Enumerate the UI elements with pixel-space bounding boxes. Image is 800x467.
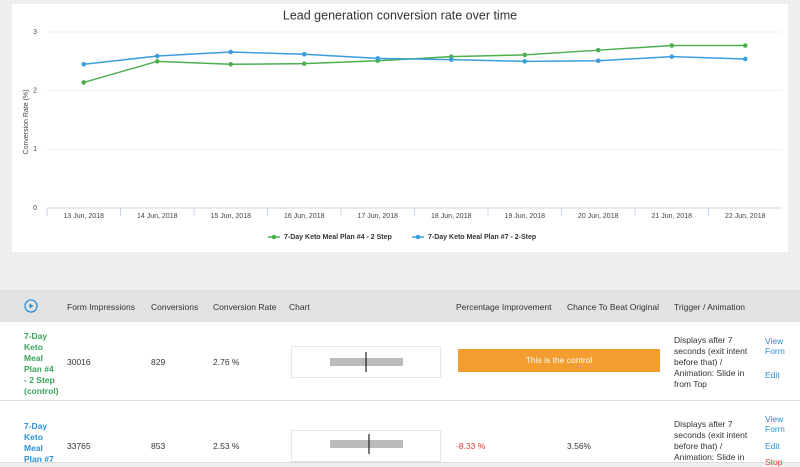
view-form-link[interactable]: View Form xyxy=(765,414,785,434)
header-cell: Percentage Improvement xyxy=(456,302,552,312)
header-cell: Trigger / Animation xyxy=(674,302,746,312)
control-badge: This is the control xyxy=(458,349,660,372)
data-point xyxy=(448,57,454,62)
legend-marker xyxy=(415,234,421,240)
header-cell: Form Impressions xyxy=(67,302,136,312)
x-tick-label: 13 Jun, 2018 xyxy=(64,213,105,220)
cell: 33765 xyxy=(67,441,91,451)
data-point xyxy=(595,58,601,64)
y-tick-label: 0 xyxy=(33,205,37,212)
x-tick-label: 20 Jun, 2018 xyxy=(578,213,619,220)
data-point xyxy=(375,56,381,61)
x-tick-label: 22 Jun, 2018 xyxy=(725,213,766,220)
cell: 2.76 % xyxy=(213,357,240,367)
cell: 829 xyxy=(151,357,166,367)
trigger-text: Displays after 7 seconds (exit intent be… xyxy=(674,335,748,389)
data-point xyxy=(301,51,307,57)
data-point xyxy=(228,49,234,55)
table-row: 7-Day Keto Meal Plan #4 - 2 Step (contro… xyxy=(0,322,800,401)
mini-chart xyxy=(291,346,441,378)
cell: 30016 xyxy=(67,357,91,367)
y-tick-label: 2 xyxy=(33,88,37,95)
edit-link[interactable]: Edit xyxy=(765,441,780,451)
data-point xyxy=(595,47,601,53)
improvement: -8.33 % xyxy=(456,441,486,451)
header-cell: Conversion Rate xyxy=(213,302,277,312)
legend-label: 7-Day Keto Meal Plan #4 - 2 Step xyxy=(284,234,392,241)
header-cell: Conversions xyxy=(151,302,199,312)
data-point xyxy=(742,43,748,48)
variant-name[interactable]: 7-Day Keto Meal Plan #7 xyxy=(24,421,54,464)
data-point xyxy=(154,53,160,59)
cell: 2.53 % xyxy=(213,441,240,451)
stop-link[interactable]: Stop xyxy=(765,457,783,467)
data-point xyxy=(228,61,234,67)
edit-link[interactable]: Edit xyxy=(765,370,780,380)
table-row: 7-Day Keto Meal Plan #7 33765 853 2.53 %… xyxy=(0,401,800,467)
y-axis-label: Conversion Rate (%) xyxy=(23,90,30,155)
legend-label: 7-Day Keto Meal Plan #7 - 2-Step xyxy=(428,234,536,241)
y-tick-label: 1 xyxy=(33,146,37,153)
chart-title: Lead generation conversion rate over tim… xyxy=(283,8,517,22)
data-point xyxy=(522,52,528,58)
cell: 853 xyxy=(151,441,166,451)
data-point xyxy=(669,54,675,59)
chart-panel: Lead generation conversion rate over tim… xyxy=(12,4,788,252)
mini-chart xyxy=(291,430,441,462)
x-tick-label: 14 Jun, 2018 xyxy=(137,213,178,220)
data-point xyxy=(742,56,748,62)
data-point xyxy=(154,59,160,64)
x-tick-label: 21 Jun, 2018 xyxy=(652,213,693,220)
x-tick-label: 19 Jun, 2018 xyxy=(505,213,546,220)
table-header: Form Impressions Conversions Conversion … xyxy=(0,290,800,322)
trigger-text: Displays after 7 seconds (exit intent be… xyxy=(674,419,748,462)
x-tick-label: 16 Jun, 2018 xyxy=(284,213,325,220)
chance: 3.56% xyxy=(567,441,592,451)
chart: Lead generation conversion rate over tim… xyxy=(23,8,782,241)
play-icon[interactable] xyxy=(24,299,38,313)
variant-name[interactable]: 7-Day Keto Meal Plan #4 - 2 Step (contro… xyxy=(24,331,59,396)
data-point xyxy=(301,61,307,66)
x-tick-label: 18 Jun, 2018 xyxy=(431,213,472,220)
data-point xyxy=(522,59,528,64)
header-cell: Chart xyxy=(289,302,310,312)
view-form-link[interactable]: View Form xyxy=(765,336,785,356)
header-cell: Chance To Beat Original xyxy=(567,302,659,312)
x-tick-label: 15 Jun, 2018 xyxy=(211,213,252,220)
series-line xyxy=(83,51,746,66)
legend-marker xyxy=(271,234,277,240)
x-tick-label: 17 Jun, 2018 xyxy=(358,213,399,220)
data-point xyxy=(669,43,675,48)
data-point xyxy=(81,80,87,85)
y-tick-label: 3 xyxy=(33,29,37,36)
series-line xyxy=(83,44,746,84)
data-point xyxy=(81,61,87,67)
